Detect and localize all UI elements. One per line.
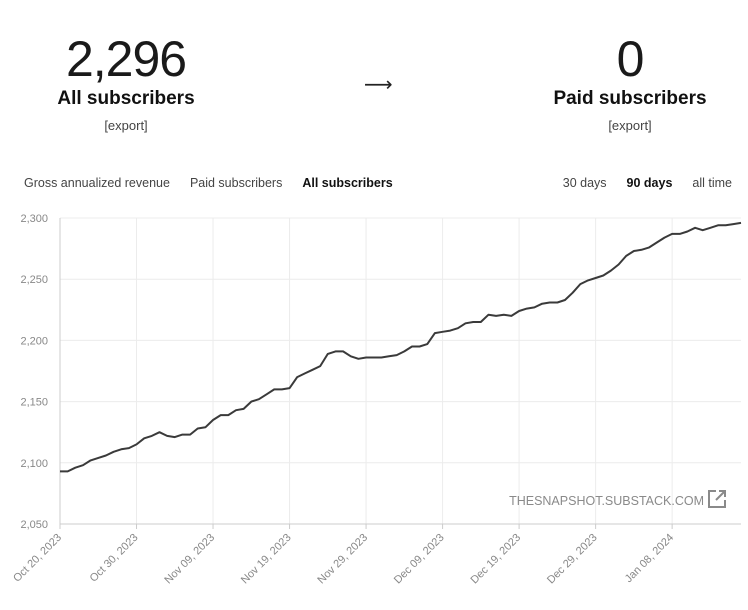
metric-tabs: Gross annualized revenue Paid subscriber… [24,176,413,190]
paid-subscribers-stat: 0 Paid subscribers [export] [540,34,720,133]
y-tick-label: 2,100 [20,458,48,470]
all-subscribers-stat: 2,296 All subscribers [export] [46,34,206,133]
y-tick-label: 2,300 [20,213,48,225]
x-tick-label: Dec 09, 2023 [392,532,447,587]
y-tick-label: 2,050 [20,519,48,531]
tab-paid-subscribers[interactable]: Paid subscribers [189,176,283,190]
paid-subscribers-label: Paid subscribers [553,88,707,109]
x-tick-label: Nov 09, 2023 [162,532,217,587]
range-tabs: 30 days 90 days all time [543,176,732,190]
paid-subscribers-count: 0 [616,31,645,87]
series-line [60,221,742,473]
y-tick-label: 2,150 [20,397,48,409]
all-subscribers-export-link[interactable]: [export] [104,118,148,133]
external-link-icon[interactable] [708,490,726,508]
x-tick-label: Jan 08, 2024 [623,532,676,585]
subscribers-line-chart: 2,300 2,250 2,200 2,150 2,100 2,050 Oct 20, 2… [11,213,742,586]
x-tick-label: Oct 30, 2023 [88,532,141,585]
external-link-icon-frame [708,490,726,508]
y-tick-label: 2,200 [20,335,48,347]
tab-gross-annualized-revenue[interactable]: Gross annualized revenue [24,176,170,190]
tab-90-days[interactable]: 90 days [626,176,673,190]
tab-all-subscribers[interactable]: All subscribers [302,176,393,190]
external-link-icon-arrow [715,490,726,501]
x-tick-label: Nov 29, 2023 [315,532,370,587]
x-tick-label: Oct 20, 2023 [11,532,64,585]
arrow-icon: ⟶ [364,72,393,96]
x-tick-label: Dec 19, 2023 [468,532,523,587]
all-subscribers-count: 2,296 [65,31,187,87]
tab-all-time[interactable]: all time [692,176,732,190]
y-tick-label: 2,250 [20,274,48,286]
x-axis-ticks: Oct 20, 2023 Oct 30, 2023 Nov 09, 2023 Nov … [11,524,676,586]
x-tick-label: Dec 29, 2023 [545,532,600,587]
y-axis-ticks: 2,300 2,250 2,200 2,150 2,100 2,050 [20,213,48,531]
paid-subscribers-export-link[interactable]: [export] [608,118,652,133]
x-tick-label: Nov 19, 2023 [239,532,294,587]
watermark-text: THESNAPSHOT.SUBSTACK.COM [509,494,704,508]
all-subscribers-label: All subscribers [57,88,195,109]
tab-30-days[interactable]: 30 days [562,176,607,190]
chart-grid [60,217,741,524]
